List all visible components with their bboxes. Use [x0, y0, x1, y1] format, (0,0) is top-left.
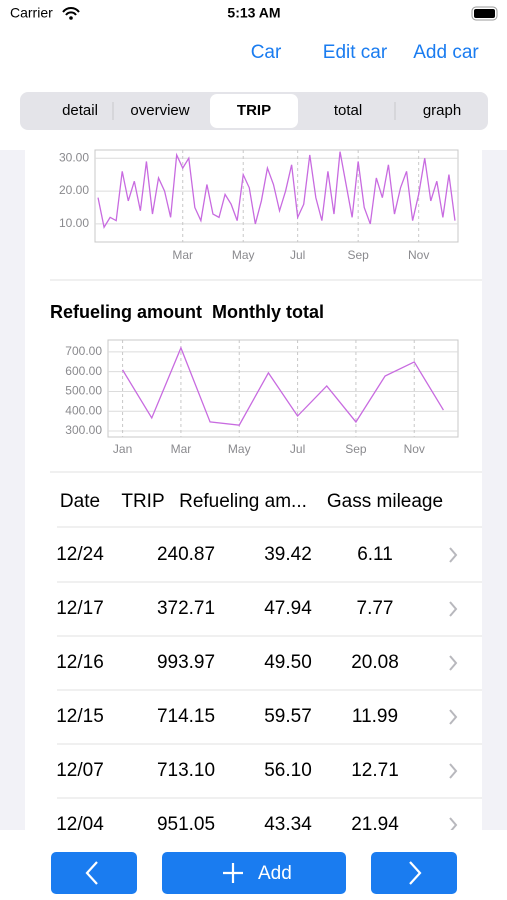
chevron — [449, 601, 458, 617]
tab[interactable]: total — [334, 102, 362, 119]
table-header: Refueling am... — [179, 491, 307, 512]
y-tick-label: 400.00 — [65, 403, 102, 417]
x-tick-label: Sep — [345, 442, 367, 456]
wifi-icon — [62, 7, 80, 16]
table-cell: 12/24 — [56, 544, 104, 565]
y-tick-label: 30.00 — [59, 150, 89, 164]
x-tick-label: Mar — [171, 442, 192, 456]
table-header: TRIP — [121, 491, 164, 512]
y-tick-label: 300.00 — [65, 423, 102, 437]
nav-button[interactable]: Add car — [413, 42, 479, 63]
y-tick-label: 10.00 — [59, 216, 89, 230]
tab[interactable]: detail — [62, 102, 98, 119]
time: 5:13 AM — [227, 5, 280, 21]
table-cell: 12/04 — [56, 814, 104, 835]
table-cell: 713.10 — [157, 760, 215, 781]
table-cell: 12.71 — [351, 760, 399, 781]
data-line — [97, 151, 456, 229]
x-tick-label: Jan — [113, 442, 132, 456]
next-icon — [409, 861, 422, 885]
x-tick-label: Nov — [408, 248, 429, 262]
table-header: Date — [60, 491, 100, 512]
x-tick-label: Sep — [347, 248, 369, 262]
next-button[interactable] — [371, 852, 457, 894]
prev-button[interactable] — [51, 852, 137, 894]
tab[interactable]: overview — [130, 102, 189, 119]
carrier: Carrier — [10, 5, 53, 21]
chevron — [449, 763, 458, 779]
wifi-dot — [69, 16, 73, 20]
plot-frame — [94, 149, 459, 243]
x-tick-label: Nov — [404, 442, 425, 456]
chevron — [449, 655, 458, 671]
table-cell: 21.94 — [351, 814, 399, 835]
table-cell: 714.15 — [157, 706, 215, 727]
content-card — [25, 150, 482, 840]
battery — [471, 6, 498, 21]
table-cell: 6.11 — [357, 544, 393, 565]
battery-level — [474, 9, 495, 18]
prev-icon — [85, 861, 98, 885]
nav-button[interactable]: Edit car — [323, 42, 388, 63]
table-cell: 12/15 — [56, 706, 104, 727]
add-label: Add — [258, 863, 292, 884]
table-cell: 47.94 — [264, 598, 312, 619]
x-tick-label: May — [232, 248, 255, 262]
add-icon — [223, 863, 243, 883]
add-button[interactable] — [162, 852, 346, 894]
y-tick-label: 600.00 — [65, 364, 102, 378]
nav-button[interactable]: Car — [251, 42, 282, 63]
tab-selected — [210, 94, 298, 128]
table-cell: 59.57 — [264, 706, 312, 727]
plot-frame — [107, 339, 459, 438]
table-cell: 993.97 — [157, 652, 215, 673]
x-tick-label: May — [228, 442, 251, 456]
table-cell: 39.42 — [264, 544, 312, 565]
table-cell: 951.05 — [157, 814, 215, 835]
table-cell: 12/07 — [56, 760, 104, 781]
table-header: Gass mileage — [327, 491, 443, 512]
x-tick-label: Jul — [290, 248, 305, 262]
table-cell: 7.77 — [357, 598, 394, 619]
y-tick-label: 700.00 — [65, 344, 102, 358]
table-cell: 240.87 — [157, 544, 215, 565]
x-tick-label: Jul — [290, 442, 305, 456]
table-cell: 20.08 — [351, 652, 399, 673]
table-cell: 56.10 — [264, 760, 312, 781]
table-cell: 372.71 — [157, 598, 215, 619]
data-line — [122, 346, 444, 426]
x-tick-label: Mar — [172, 248, 193, 262]
tab[interactable]: graph — [423, 102, 461, 119]
chevron — [449, 709, 458, 725]
table-cell: 12/16 — [56, 652, 104, 673]
y-tick-label: 500.00 — [65, 384, 102, 398]
chevron — [449, 547, 458, 563]
tab[interactable]: TRIP — [237, 102, 271, 119]
table-cell: 43.34 — [264, 814, 312, 835]
y-tick-label: 20.00 — [59, 183, 89, 197]
table-cell: 11.99 — [352, 706, 398, 727]
chart-title: Refueling amount Monthly total — [50, 302, 324, 322]
chevron — [449, 817, 458, 833]
table-cell: 49.50 — [264, 652, 312, 673]
table-cell: 12/17 — [56, 598, 104, 619]
